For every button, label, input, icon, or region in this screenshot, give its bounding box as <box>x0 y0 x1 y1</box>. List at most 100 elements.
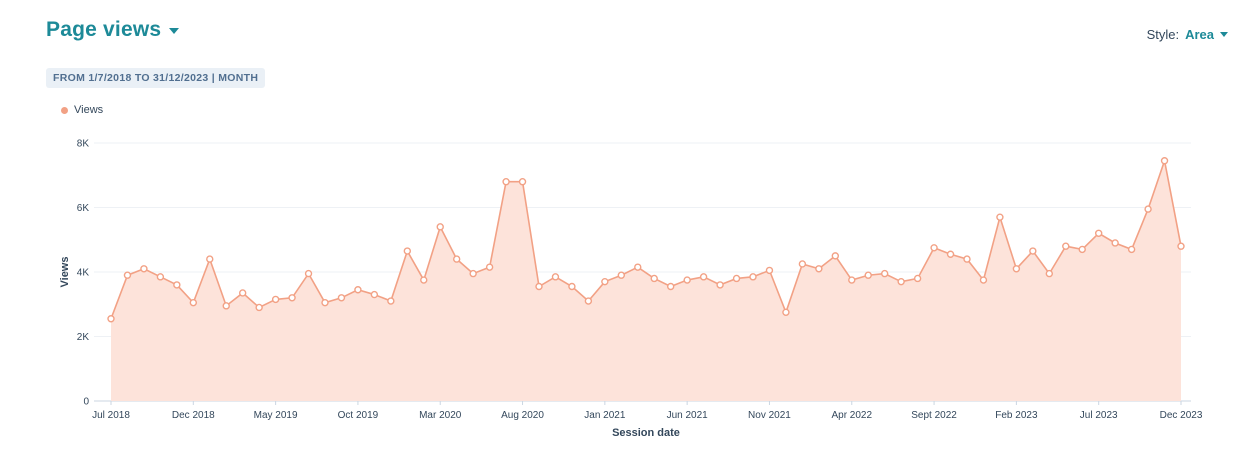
y-axis-title: Views <box>59 257 71 288</box>
style-selector[interactable]: Style: Area <box>1147 27 1228 42</box>
x-tick-label: Oct 2019 <box>338 410 379 421</box>
legend-dot-icon <box>61 106 68 114</box>
y-tick-label: 0 <box>83 397 89 408</box>
data-point <box>518 177 527 186</box>
data-point <box>617 271 626 279</box>
data-point <box>387 297 395 305</box>
data-point <box>452 255 461 263</box>
x-tick-label: Dec 2018 <box>172 410 215 421</box>
data-point <box>189 298 198 307</box>
date-range-badge: FROM 1/7/2018 TO 31/12/2023 | MONTH <box>46 68 266 88</box>
data-point <box>469 269 477 278</box>
data-point <box>1127 245 1136 254</box>
x-tick-label: Apr 2022 <box>831 410 872 421</box>
data-point <box>206 255 214 263</box>
x-tick-label: Jan 2021 <box>584 410 626 421</box>
area-fill <box>111 160 1181 401</box>
data-point <box>634 263 642 271</box>
x-tick-label: Jul 2023 <box>1080 410 1118 421</box>
data-point <box>749 273 757 281</box>
data-point <box>1062 242 1070 250</box>
y-tick-label: 4K <box>77 268 90 279</box>
chevron-down-icon <box>169 28 180 34</box>
data-point <box>238 289 247 297</box>
data-point <box>156 273 165 281</box>
data-point <box>831 252 840 260</box>
data-point <box>946 250 955 258</box>
data-point <box>420 276 428 284</box>
data-point <box>271 295 280 304</box>
x-tick-label: Nov 2021 <box>748 410 791 421</box>
data-point <box>1029 247 1037 255</box>
y-tick-label: 2K <box>77 332 90 343</box>
data-point <box>140 265 148 273</box>
data-point <box>963 255 971 263</box>
legend-label-views: Views <box>74 104 104 116</box>
x-tick-label: Jul 2018 <box>92 410 130 421</box>
data-point <box>568 282 576 291</box>
data-point <box>765 266 774 275</box>
data-point <box>666 282 675 291</box>
data-point <box>650 274 658 283</box>
data-point <box>123 271 132 279</box>
data-point <box>1045 269 1054 278</box>
data-point <box>304 269 313 278</box>
x-tick-label: Aug 2020 <box>501 410 544 421</box>
legend: Views <box>61 104 103 116</box>
x-tick-label: Jun 2021 <box>667 410 709 421</box>
data-point <box>255 303 263 312</box>
data-point <box>485 263 494 271</box>
chevron-down-icon[interactable] <box>1220 32 1228 37</box>
style-label: Style: <box>1146 27 1180 42</box>
data-point <box>996 213 1004 221</box>
data-point <box>436 223 444 231</box>
data-point <box>699 273 708 281</box>
chart-title-dropdown[interactable]: Page views <box>46 18 180 42</box>
data-point <box>403 247 412 255</box>
x-tick-label: Sept 2022 <box>911 410 957 421</box>
data-point <box>1160 157 1169 165</box>
x-tick-label: Feb 2023 <box>995 410 1038 421</box>
data-point <box>798 260 807 268</box>
data-point <box>107 315 115 323</box>
data-point <box>222 302 230 310</box>
data-point <box>1111 239 1119 247</box>
x-tick-label: Mar 2020 <box>419 410 462 421</box>
data-point <box>897 277 905 286</box>
data-point <box>683 276 691 284</box>
data-point <box>337 294 346 302</box>
data-point <box>732 274 741 283</box>
x-axis-title: Session date <box>612 427 680 439</box>
page-title: Page views <box>46 18 162 41</box>
data-point <box>864 271 872 279</box>
data-point <box>601 277 609 286</box>
data-point <box>173 281 181 289</box>
data-point <box>584 297 593 305</box>
x-tick-label: May 2019 <box>254 410 298 421</box>
data-point <box>979 276 988 284</box>
y-tick-label: 8K <box>77 139 90 150</box>
data-point <box>535 282 543 291</box>
data-point <box>288 294 296 302</box>
data-point <box>1078 245 1086 254</box>
data-point <box>782 308 790 317</box>
data-point <box>502 177 510 186</box>
data-point <box>815 265 823 273</box>
data-point <box>370 290 379 299</box>
data-point <box>930 244 938 252</box>
style-value[interactable]: Area <box>1185 27 1214 42</box>
data-point <box>1177 242 1185 250</box>
x-tick-label: Dec 2023 <box>1160 410 1203 421</box>
data-point <box>321 298 329 307</box>
data-point <box>354 286 362 294</box>
y-tick-label: 6K <box>77 203 90 214</box>
data-point <box>848 276 856 284</box>
data-point <box>1094 229 1103 238</box>
data-point <box>1144 205 1152 213</box>
data-point <box>716 281 724 289</box>
data-point <box>551 273 560 281</box>
data-point <box>913 274 922 283</box>
data-point <box>1012 265 1021 273</box>
data-point <box>880 269 889 278</box>
